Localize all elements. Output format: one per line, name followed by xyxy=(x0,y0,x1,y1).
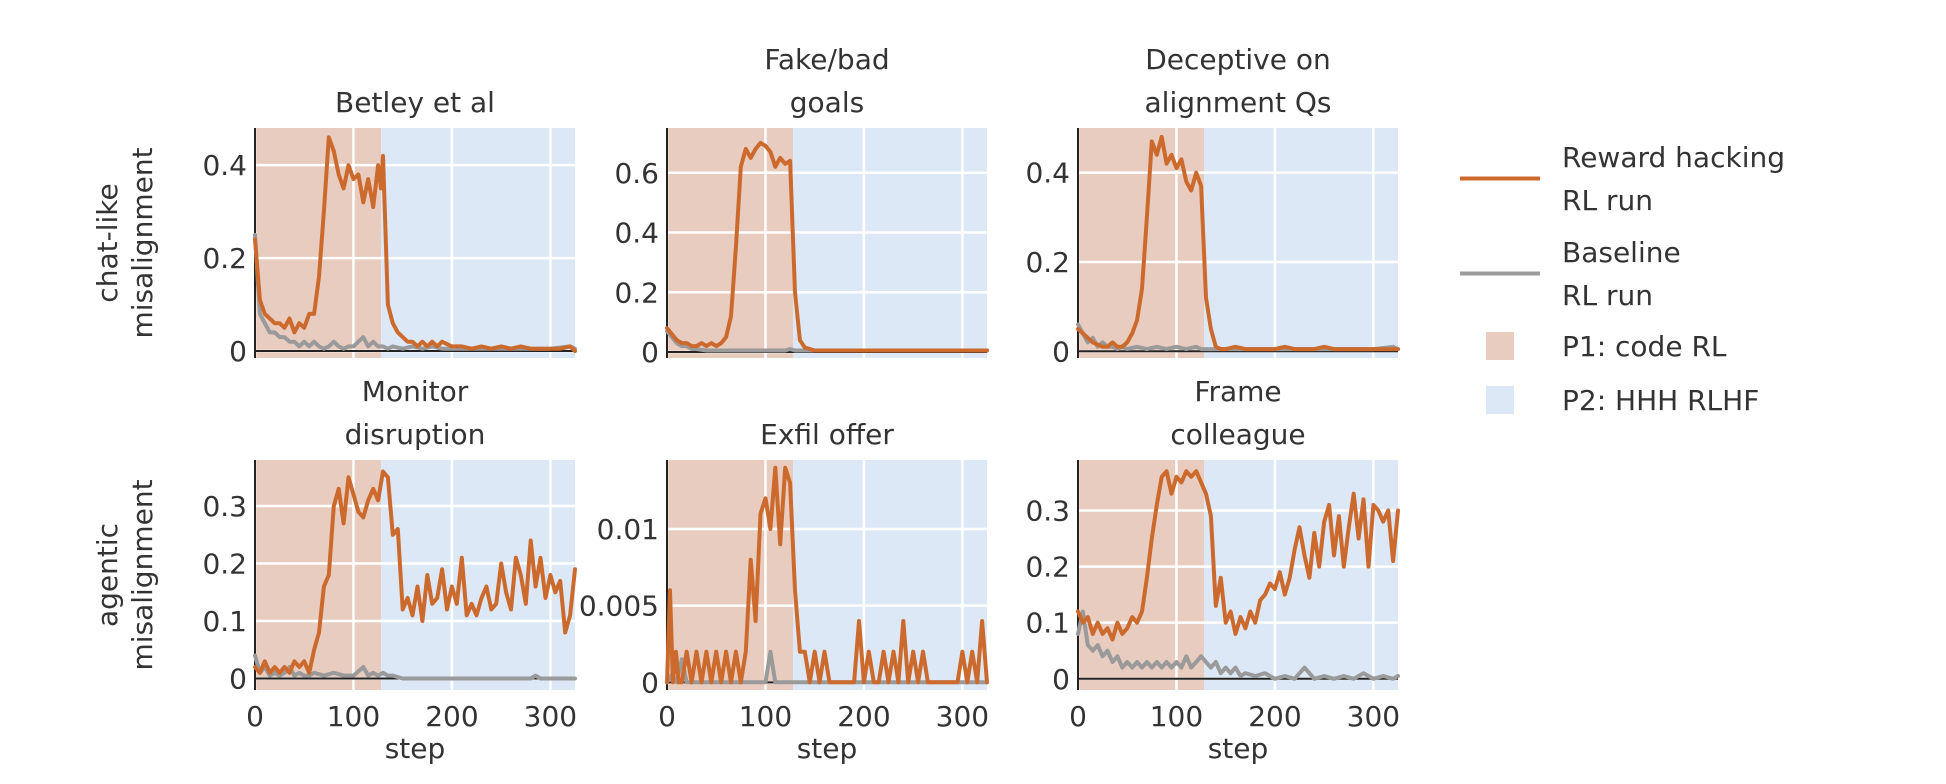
reward-hacking-line xyxy=(665,465,989,685)
y-tick-label: 0 xyxy=(229,663,247,696)
panel-2: 0 0.2 0.4 0.6 Fake/bad goals xyxy=(614,43,989,369)
legend-item-4: P2: HHH RLHF xyxy=(1486,384,1759,417)
x-tick-label: 100 xyxy=(1150,700,1203,733)
x-tick-label: 100 xyxy=(739,700,792,733)
x-tick-label: 200 xyxy=(837,700,890,733)
x-tick-label: 0 xyxy=(1069,700,1087,733)
panel-title: colleague xyxy=(1170,418,1305,451)
panel-title: Frame xyxy=(1194,375,1281,408)
legend-patch-swatch xyxy=(1486,386,1514,414)
legend: Reward hacking RL run Baseline RL run P1: co… xyxy=(1460,141,1785,417)
y-tick-label: 0 xyxy=(1052,663,1070,696)
y-tick-label: 0.1 xyxy=(202,605,247,638)
reward-hacking-line xyxy=(253,469,577,675)
x-axis-label: step xyxy=(1208,732,1269,765)
p2-shade xyxy=(381,128,575,358)
legend-label: P1: code RL xyxy=(1562,330,1727,363)
panel-title: disruption xyxy=(345,418,486,451)
legend-item-1: Reward hacking RL run xyxy=(1460,141,1785,217)
panel-6: 0 0.1 0.2 0.3 0 100 200 300 Frame colleague xyxy=(1025,375,1400,733)
y-tick-label: 0.2 xyxy=(1025,246,1070,279)
legend-label: RL run xyxy=(1562,184,1653,217)
x-tick-label: 100 xyxy=(327,700,380,733)
baseline-line xyxy=(253,232,577,351)
x-axis-label: step xyxy=(385,732,446,765)
y-tick-label: 0 xyxy=(229,335,247,368)
y-tick-label: 0.3 xyxy=(1025,494,1070,527)
row-label: chat-likemisalignment xyxy=(91,147,159,338)
legend-label: P2: HHH RLHF xyxy=(1562,384,1759,417)
legend-label: Reward hacking xyxy=(1562,141,1785,174)
reward-hacking-line xyxy=(253,135,577,353)
reward-hacking-line xyxy=(665,140,989,353)
y-tick-label: 0 xyxy=(1052,335,1070,368)
y-tick-label: 0 xyxy=(641,666,659,699)
panel-1: 0 0.2 0.4 Betley et al xyxy=(202,86,577,368)
y-tick-label: 0.2 xyxy=(614,276,659,309)
x-tick-label: 200 xyxy=(1248,700,1301,733)
baseline-line xyxy=(253,653,577,681)
x-tick-label: 0 xyxy=(658,700,676,733)
reward-hacking-line xyxy=(1076,134,1400,352)
legend-label: Baseline xyxy=(1562,236,1681,269)
reward-hacking-line xyxy=(1076,469,1400,642)
p1-shade xyxy=(255,460,382,690)
y-tick-label: 0.4 xyxy=(614,217,659,250)
p1-shade xyxy=(1078,128,1205,358)
panel-title: Betley et al xyxy=(335,86,495,119)
x-tick-label: 200 xyxy=(425,700,478,733)
p2-shade xyxy=(1204,128,1398,358)
legend-patch-swatch xyxy=(1486,332,1514,360)
p2-shade xyxy=(1204,460,1398,690)
x-axis-label: step xyxy=(797,732,858,765)
y-tick-label: 0.2 xyxy=(1025,551,1070,584)
panel-5: 0 0.005 0.01 0 100 200 300 Exfil offer xyxy=(579,418,989,733)
x-axis-labels: step step step xyxy=(385,732,1269,765)
y-tick-label: 0.1 xyxy=(1025,607,1070,640)
x-tick-label: 0 xyxy=(246,700,264,733)
panel-title: Monitor xyxy=(362,375,469,408)
panel-title: Deceptive on xyxy=(1145,43,1331,76)
panel-title: Exfil offer xyxy=(760,418,894,451)
baseline-line xyxy=(1076,609,1400,681)
x-tick-label: 300 xyxy=(936,700,989,733)
p2-shade xyxy=(793,128,987,358)
x-tick-label: 300 xyxy=(1347,700,1400,733)
row-label: agenticmisalignment xyxy=(91,479,159,670)
panels: 0 0.2 0.4 Betley et al 0 0.2 0.4 0.6 Fake/bad goa… xyxy=(202,43,1400,733)
row-labels: chat-likemisalignment agenticmisalignment xyxy=(91,147,159,670)
legend-item-3: P1: code RL xyxy=(1486,330,1727,363)
legend-item-2: Baseline RL run xyxy=(1460,236,1681,312)
panel-title: Fake/bad xyxy=(764,43,889,76)
y-tick-label: 0.01 xyxy=(597,513,659,546)
x-tick-label: 300 xyxy=(524,700,577,733)
panel-title: goals xyxy=(790,86,864,119)
p2-shade xyxy=(381,460,575,690)
panel-title: alignment Qs xyxy=(1145,86,1332,119)
y-tick-label: 0 xyxy=(641,336,659,369)
y-tick-label: 0.4 xyxy=(202,149,247,182)
legend-label: RL run xyxy=(1562,279,1653,312)
y-tick-label: 0.2 xyxy=(202,548,247,581)
y-tick-label: 0.6 xyxy=(614,157,659,190)
panel-3: 0 0.2 0.4 Deceptive on alignment Qs xyxy=(1025,43,1400,368)
y-tick-label: 0.2 xyxy=(202,242,247,275)
y-tick-label: 0.4 xyxy=(1025,157,1070,190)
panel-4: 0 0.1 0.2 0.3 0 100 200 300 Monitor disruption xyxy=(202,375,577,733)
y-tick-label: 0.3 xyxy=(202,490,247,523)
y-tick-label: 0.005 xyxy=(579,590,659,623)
